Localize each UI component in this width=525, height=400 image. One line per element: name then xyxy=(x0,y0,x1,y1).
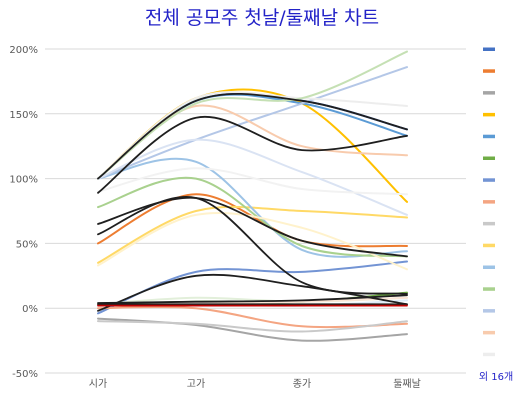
series-line xyxy=(97,157,408,258)
x-tick-label: 고가 xyxy=(187,378,205,390)
y-tick-label: 200% xyxy=(9,45,38,56)
y-tick-label: 100% xyxy=(9,175,38,186)
series-line xyxy=(97,104,408,180)
series-line xyxy=(97,115,408,194)
legend-swatch xyxy=(483,200,495,204)
series-line xyxy=(97,273,408,312)
legend-swatch xyxy=(483,352,495,357)
y-tick-label: 50% xyxy=(16,239,38,250)
x-tick-label: 둘째날 xyxy=(393,378,421,390)
x-tick-label: 시가 xyxy=(89,378,107,390)
series-line xyxy=(97,196,408,295)
legend-swatch xyxy=(483,178,495,182)
legend-swatch xyxy=(483,69,495,73)
series-line xyxy=(97,294,408,304)
series-line xyxy=(97,317,408,342)
series-line xyxy=(97,167,408,196)
x-axis-labels: 시가 고가 종가 둘째날 xyxy=(89,378,421,390)
series-line xyxy=(97,91,408,180)
chart-title: 전체 공모주 첫날/둘째날 차트 xyxy=(145,7,379,29)
legend-swatch xyxy=(483,221,495,226)
y-tick-label: 150% xyxy=(9,110,38,121)
legend-swatch xyxy=(483,156,495,160)
series-line xyxy=(97,205,408,264)
series-line xyxy=(97,50,408,180)
legend-swatch xyxy=(483,112,495,117)
series-line xyxy=(97,193,408,248)
y-tick-label: 0% xyxy=(22,304,38,315)
legend xyxy=(483,47,495,357)
legend-swatch xyxy=(483,330,495,335)
series-lines xyxy=(97,50,408,342)
series-line xyxy=(97,176,408,258)
series-line xyxy=(97,305,408,329)
series-line xyxy=(97,93,408,180)
legend-more-label[interactable]: 외 16개 xyxy=(479,371,513,383)
y-tick-label: -50% xyxy=(12,369,38,380)
series-line xyxy=(97,211,408,271)
x-tick-label: 종가 xyxy=(293,378,311,390)
legend-swatch xyxy=(483,91,495,95)
legend-swatch xyxy=(483,243,495,248)
legend-swatch xyxy=(483,47,495,51)
legend-swatch xyxy=(483,134,495,139)
series-line xyxy=(97,196,408,258)
legend-swatch xyxy=(483,287,495,291)
legend-swatch xyxy=(483,309,495,313)
series-line xyxy=(97,320,408,333)
legend-swatch xyxy=(483,265,495,269)
y-axis-labels: 200% 150% 100% 50% 0% -50% xyxy=(9,45,38,380)
series-line xyxy=(97,138,408,216)
